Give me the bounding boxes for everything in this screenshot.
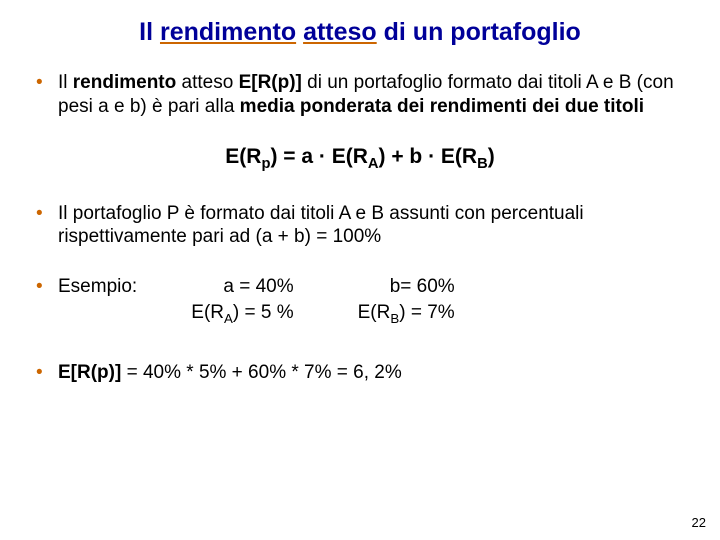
erb-sub: B (390, 311, 399, 326)
b1-bold2: E[R(p)] (239, 72, 302, 93)
f-sub-b: B (477, 156, 488, 172)
title-prefix: Il (139, 18, 160, 46)
bullet-1: Il rendimento atteso E[R(p)] di un porta… (34, 71, 686, 119)
f-p4: ) (488, 145, 495, 168)
b1-bold3: media ponderata dei rendimenti dei due t… (240, 96, 644, 117)
page-number: 22 (692, 515, 706, 530)
f-p3: ) + b · E(R (379, 145, 478, 168)
erb-pre: E(R (358, 302, 391, 323)
main-formula: E(Rp) = a · E(RA) + b · E(RB) (34, 145, 686, 172)
b1-bold1: rendimento (73, 72, 176, 93)
era-post: ) = 5 % (233, 302, 294, 323)
example-b: b= 60% (358, 275, 455, 299)
example-a: a = 40% (191, 275, 293, 299)
b1-t2: atteso (176, 72, 238, 93)
slide-title: Il rendimento atteso di un portafoglio (34, 18, 686, 47)
b4-bold: E[R(p)] (58, 362, 121, 383)
example-era: E(RA) = 5 % (191, 301, 293, 327)
era-pre: E(R (191, 302, 224, 323)
example-grid: a = 40% b= 60% E(RA) = 5 % E(RB) = 7% (191, 275, 454, 327)
f-sub-a: A (368, 156, 379, 172)
f-p2: ) = a · E(R (270, 145, 367, 168)
bullet-4: E[R(p)] = 40% * 5% + 60% * 7% = 6, 2% (34, 361, 686, 385)
f-p1: E(R (225, 145, 261, 168)
b2-text: Il portafoglio P è formato dai titoli A … (58, 203, 584, 248)
example-erb: E(RB) = 7% (358, 301, 455, 327)
b1-t1: Il (58, 72, 73, 93)
b4-rest: = 40% * 5% + 60% * 7% = 6, 2% (121, 362, 401, 383)
title-suffix: di un portafoglio (377, 18, 581, 46)
title-underline-1: rendimento (160, 18, 296, 46)
example-label: Esempio: (58, 275, 144, 299)
bullet-2: Il portafoglio P è formato dai titoli A … (34, 202, 686, 250)
erb-post: ) = 7% (399, 302, 454, 323)
title-underline-2: atteso (303, 18, 377, 46)
bullet-3: Esempio: a = 40% b= 60% E(RA) = 5 % E(RB… (34, 275, 686, 327)
era-sub: A (224, 311, 233, 326)
